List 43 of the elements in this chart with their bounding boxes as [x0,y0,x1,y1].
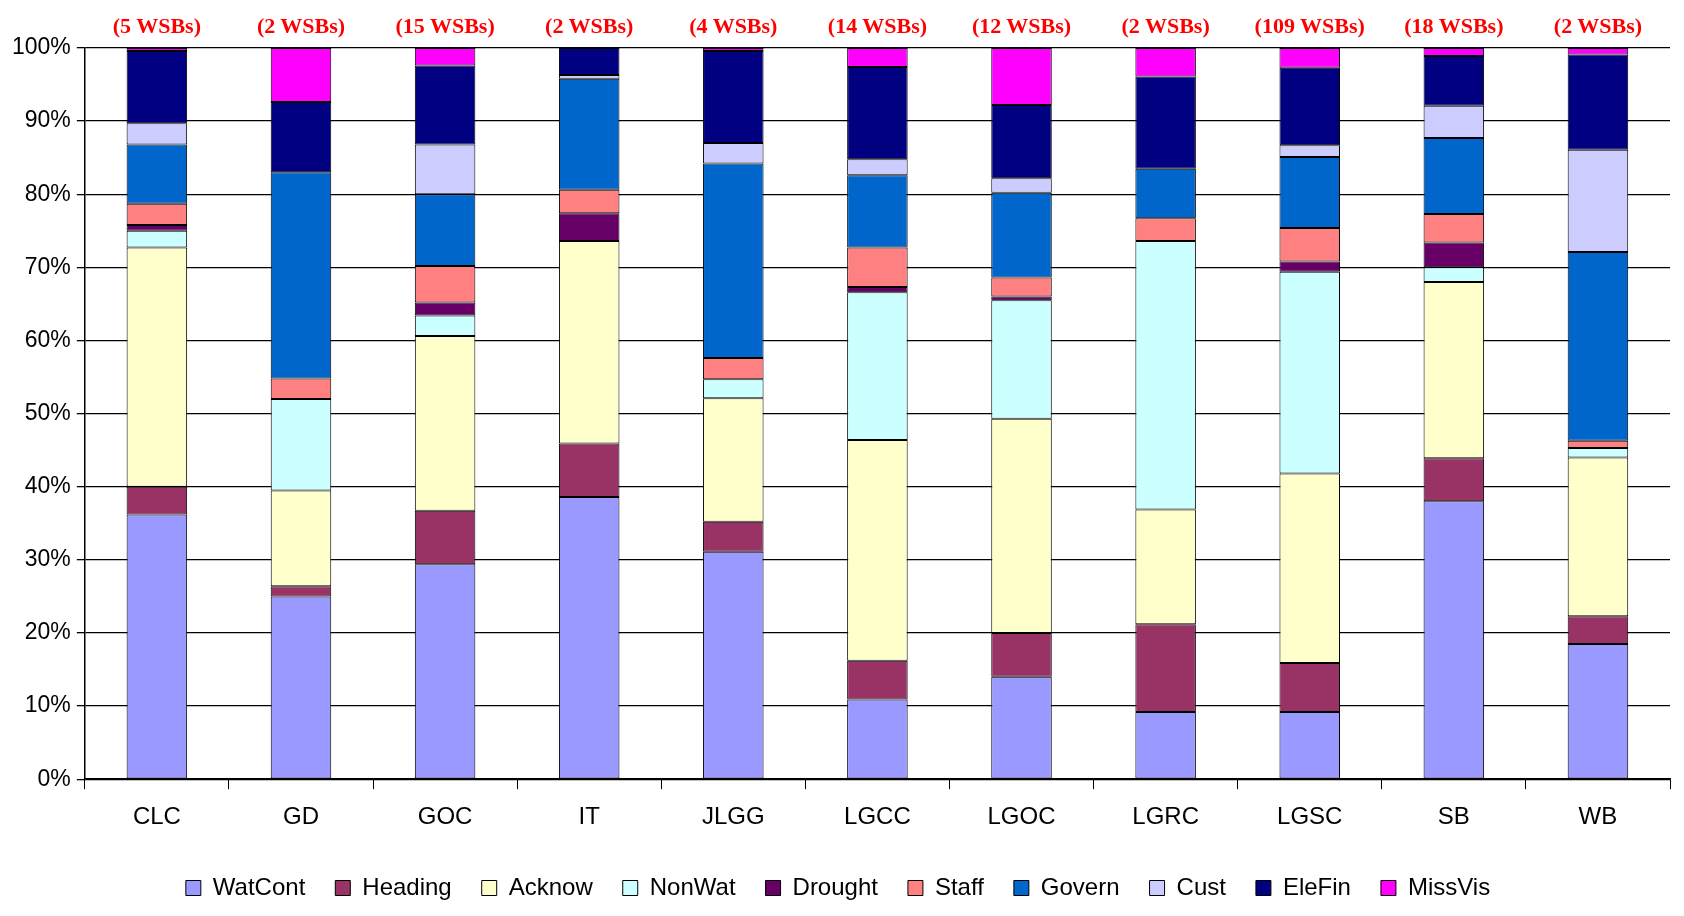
annotation: (14 WSBs) [827,12,928,38]
x-tick-label: GD [282,802,319,830]
y-tick-label: 50% [24,398,71,425]
y-tick-label: 30% [24,545,71,572]
y-tick-label: 80% [24,179,71,206]
x-tick-label: LGCC [844,802,911,830]
legend-label: Govern [1040,872,1120,900]
annotation: (109 WSBs) [1254,12,1365,38]
y-tick-label: 60% [24,325,71,352]
annotation: (18 WSBs) [1404,12,1504,38]
legend-label: EleFin [1282,872,1351,900]
legend-label: Cust [1176,872,1227,900]
y-tick-label: 100% [12,33,71,60]
legend-label: Acknow [508,872,594,900]
annotation: (2 WSBs) [1121,12,1210,38]
x-tick-label: WB [1578,802,1618,830]
annotation: (5 WSBs) [112,12,201,38]
annotation: (12 WSBs) [971,12,1072,38]
legend-label: MissVis [1407,872,1491,900]
legend-label: NonWat [649,872,736,900]
x-tick-label: IT [578,802,601,830]
annotation: (15 WSBs) [395,12,495,38]
annotation: (2 WSBs) [1553,12,1643,38]
x-tick-label: CLC [132,802,181,830]
x-tick-label: SB [1437,802,1470,830]
y-tick-label: 90% [24,106,71,133]
y-tick-label: 10% [24,691,71,718]
annotation: (2 WSBs) [545,12,634,38]
x-tick-label: LGRC [1132,802,1199,830]
annotation: (2 WSBs) [256,12,346,38]
x-tick-label: LGOC [987,802,1056,830]
y-tick-label: 20% [24,618,71,645]
legend-label: WatCont [212,872,306,900]
legend-label: Staff [934,872,985,900]
y-tick-label: 0% [37,764,71,791]
x-tick-label: JLGG [701,802,765,830]
annotation: (4 WSBs) [689,12,778,38]
x-tick-label: GOC [417,802,473,830]
y-tick-label: 70% [24,252,71,279]
x-tick-label: LGSC [1277,802,1343,830]
legend-label: Drought [792,872,879,900]
legend-label: Heading [362,872,452,900]
y-tick-label: 40% [24,472,71,499]
